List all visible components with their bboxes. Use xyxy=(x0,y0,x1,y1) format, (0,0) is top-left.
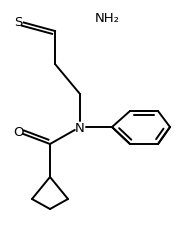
Text: N: N xyxy=(75,121,85,134)
Text: S: S xyxy=(14,16,22,28)
Text: NH₂: NH₂ xyxy=(95,11,120,24)
Text: O: O xyxy=(13,126,23,139)
